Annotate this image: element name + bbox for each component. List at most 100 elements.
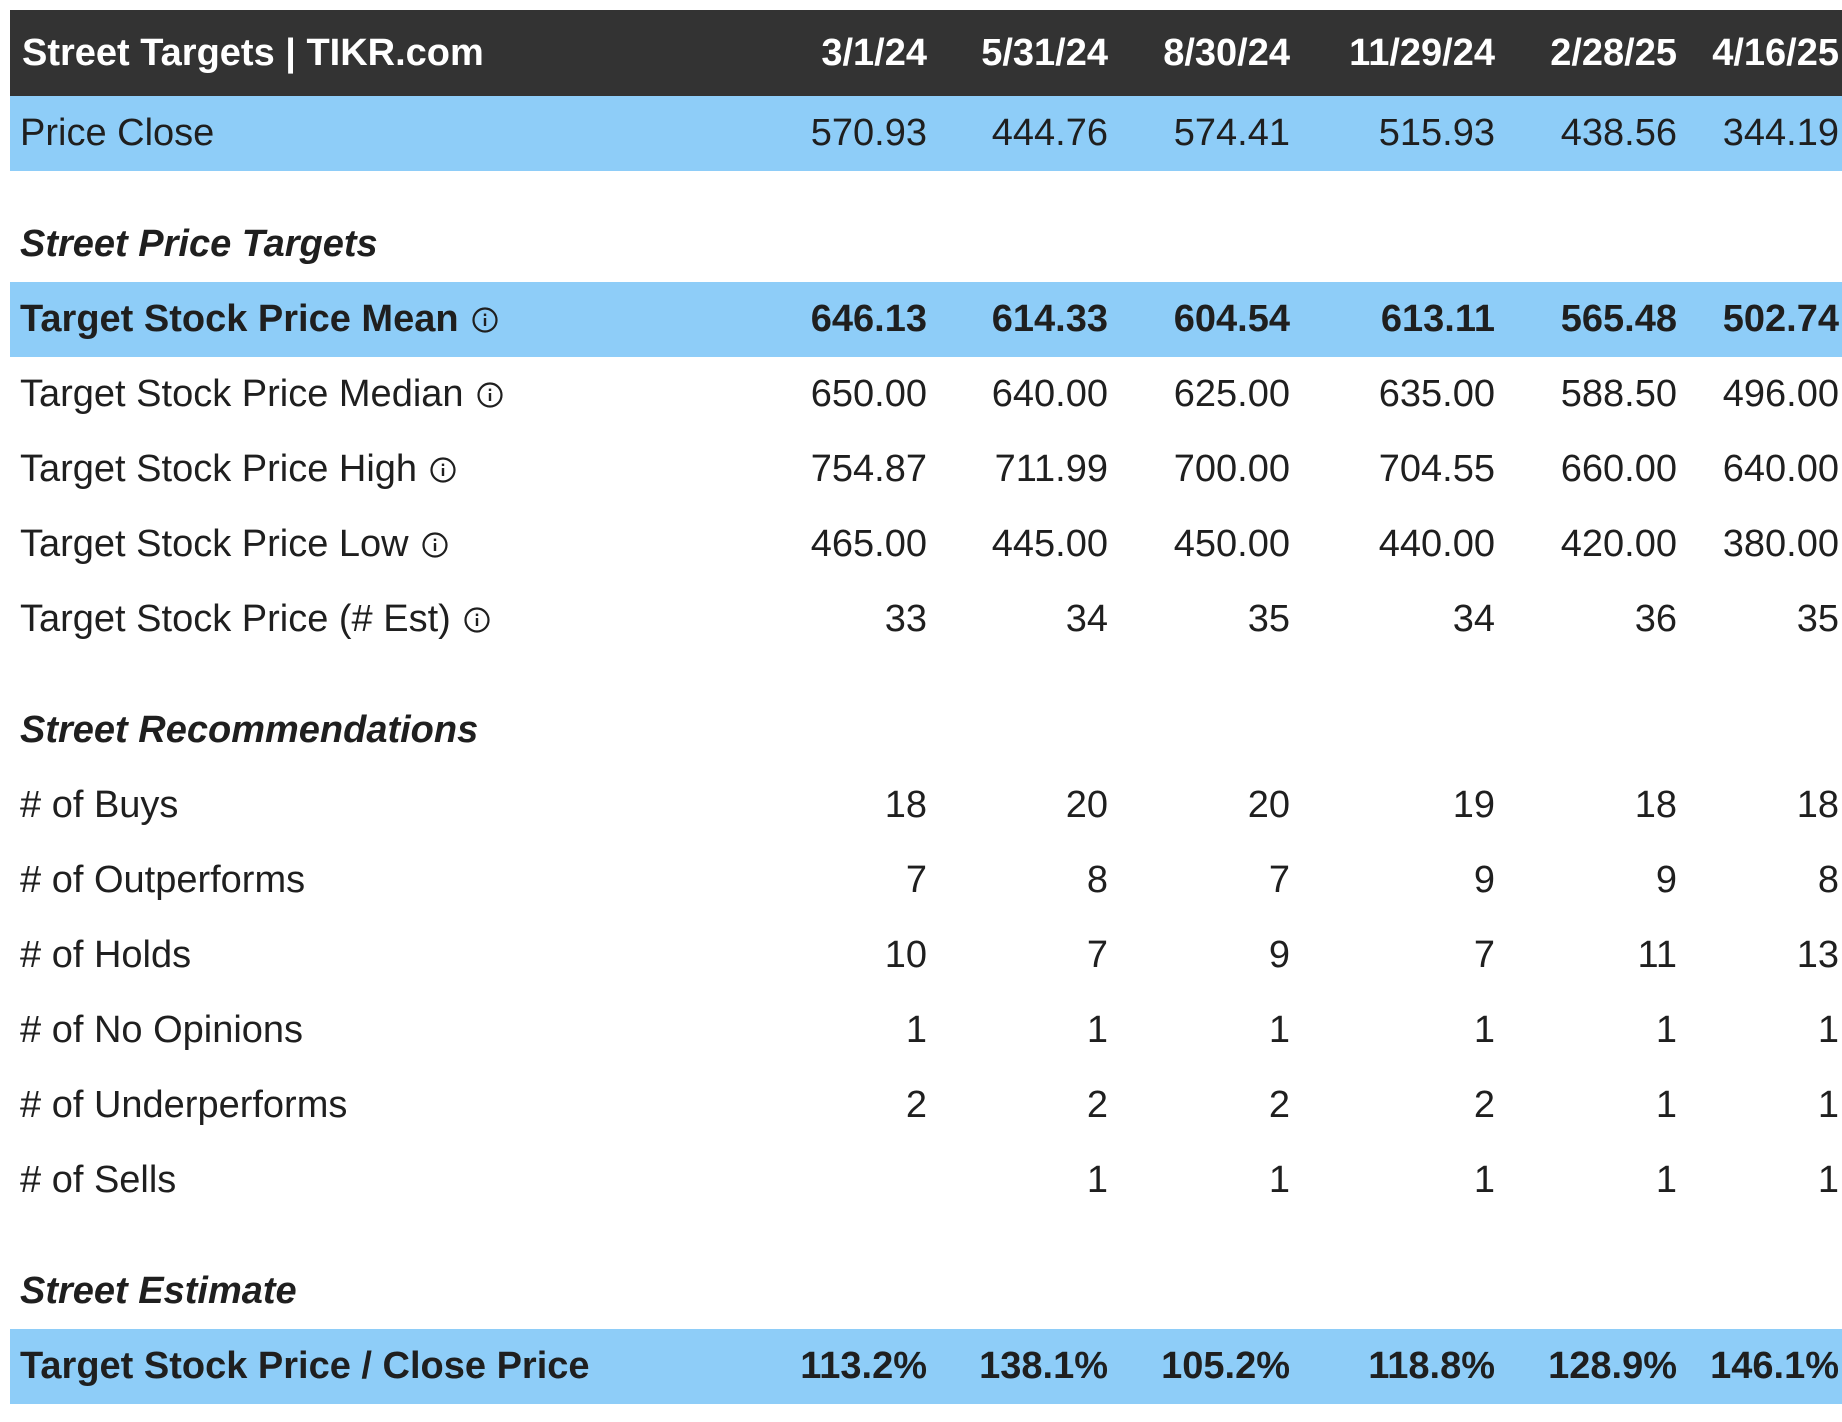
section-heading: Street Price Targets — [10, 207, 1842, 282]
table-cell: 613.11 — [1380, 298, 1495, 340]
info-circle-icon[interactable] — [429, 456, 457, 484]
date-column-header: 4/16/25 — [1712, 31, 1839, 74]
table-cell: 450.00 — [1173, 523, 1290, 565]
table-cell: 502.74 — [1722, 298, 1839, 340]
table-cell: 1 — [1817, 1084, 1839, 1126]
row-label: # of Holds — [20, 934, 192, 976]
table-cell: 2 — [905, 1084, 927, 1126]
table-cell: 2 — [1473, 1084, 1495, 1126]
table-cell: 1 — [1655, 1159, 1677, 1201]
table-cell: 18 — [1634, 784, 1677, 826]
table-cell: 113.2% — [800, 1345, 927, 1387]
info-circle-icon[interactable] — [463, 606, 491, 634]
table-cell: 138.1% — [979, 1345, 1108, 1387]
table-cell: 700.00 — [1173, 448, 1290, 490]
date-column-header: 2/28/25 — [1550, 31, 1677, 74]
target-to-close-row: Target Stock Price / Close Price 113.2% … — [10, 1329, 1842, 1404]
table-cell: 10 — [884, 934, 927, 976]
table-cell: 19 — [1452, 784, 1495, 826]
table-cell: 445.00 — [991, 523, 1108, 565]
table-cell: 105.2% — [1161, 1345, 1290, 1387]
info-circle-icon[interactable] — [476, 381, 504, 409]
row-label: # of Underperforms — [20, 1084, 348, 1126]
table-cell: 614.33 — [991, 298, 1108, 340]
table-cell: 146.1% — [1710, 1345, 1839, 1387]
row-label: Target Stock Price High — [20, 448, 418, 490]
date-column-header: 5/31/24 — [981, 31, 1108, 74]
table-cell: 640.00 — [991, 373, 1108, 415]
table-cell: 9 — [1473, 859, 1495, 901]
target-mean-row: Target Stock Price Mean 646.13 614.33 60… — [10, 282, 1842, 357]
target-median-row: Target Stock Price Median 650.00 640.00 … — [10, 357, 1842, 432]
target-low-row: Target Stock Price Low 465.00 445.00 450… — [10, 507, 1842, 582]
row-label: # of No Opinions — [20, 1009, 304, 1051]
table-cell: 380.00 — [1722, 523, 1839, 565]
section-spacer — [10, 657, 1842, 693]
table-cell: 2 — [1268, 1084, 1290, 1126]
table-cell: 36 — [1634, 598, 1677, 640]
row-label-wrap: Target Stock Price Low — [20, 523, 449, 566]
street-targets-table: Street Targets | TIKR.com 3/1/24 5/31/24… — [10, 10, 1842, 1404]
table-cell: 11 — [1637, 934, 1677, 976]
row-label-wrap: Target Stock Price Median — [20, 373, 504, 416]
table-cell: 7 — [1086, 934, 1108, 976]
table-cell: 7 — [905, 859, 927, 901]
row-label-wrap: Target Stock Price High — [20, 448, 457, 491]
row-label: Target Stock Price Median — [20, 373, 464, 415]
row-label-wrap: Target Stock Price Mean — [20, 298, 499, 341]
section-title: Street Price Targets — [20, 223, 378, 265]
table-cell: 18 — [1796, 784, 1839, 826]
table-cell: 9 — [1655, 859, 1677, 901]
row-label: # of Buys — [20, 784, 179, 826]
row-label: # of Sells — [20, 1159, 177, 1201]
no-opinions-row: # of No Opinions 1 1 1 1 1 1 — [10, 993, 1842, 1068]
target-high-row: Target Stock Price High 754.87 711.99 70… — [10, 432, 1842, 507]
table-cell: 565.48 — [1560, 298, 1677, 340]
section-title: Street Estimate — [20, 1270, 297, 1312]
table-cell: 13 — [1796, 934, 1839, 976]
table-cell: 704.55 — [1378, 448, 1495, 490]
table-cell: 35 — [1796, 598, 1839, 640]
info-circle-icon[interactable] — [471, 306, 499, 334]
table-header-row: Street Targets | TIKR.com 3/1/24 5/31/24… — [10, 10, 1842, 96]
row-label: Price Close — [20, 112, 215, 154]
table-cell: 8 — [1086, 859, 1108, 901]
date-column-header: 11/29/24 — [1349, 31, 1495, 74]
buys-row: # of Buys 18 20 20 19 18 18 — [10, 768, 1842, 843]
row-label-wrap: Target Stock Price (# Est) — [20, 598, 491, 641]
table-cell: 1 — [1268, 1009, 1290, 1051]
table-cell: 440.00 — [1378, 523, 1495, 565]
table-cell: 118.8% — [1368, 1345, 1495, 1387]
price-close-row: Price Close 570.93 444.76 574.41 515.93 … — [10, 96, 1842, 171]
table-cell: 128.9% — [1548, 1345, 1677, 1387]
table-cell: 20 — [1247, 784, 1290, 826]
table-cell: 444.76 — [991, 112, 1108, 154]
date-column-header: 8/30/24 — [1163, 31, 1290, 74]
outperforms-row: # of Outperforms 7 8 7 9 9 8 — [10, 843, 1842, 918]
table-cell: 34 — [1065, 598, 1108, 640]
row-label: Target Stock Price Low — [20, 523, 409, 565]
table-cell: 646.13 — [810, 298, 927, 340]
table-cell: 1 — [1086, 1009, 1108, 1051]
table-cell: 496.00 — [1722, 373, 1839, 415]
table-cell: 625.00 — [1173, 373, 1290, 415]
target-est-count-row: Target Stock Price (# Est) 33 34 35 34 3… — [10, 582, 1842, 657]
table-cell: 7 — [1473, 934, 1495, 976]
info-circle-icon[interactable] — [421, 531, 449, 559]
underperforms-row: # of Underperforms 2 2 2 2 1 1 — [10, 1068, 1842, 1143]
section-spacer — [10, 1218, 1842, 1254]
table-cell: 515.93 — [1378, 112, 1495, 154]
table-cell: 1 — [1817, 1009, 1839, 1051]
table-cell: 650.00 — [810, 373, 927, 415]
table-cell: 604.54 — [1173, 298, 1290, 340]
table-cell: 574.41 — [1173, 112, 1290, 154]
section-spacer — [10, 171, 1842, 207]
table-cell: 465.00 — [810, 523, 927, 565]
table-cell: 7 — [1268, 859, 1290, 901]
table-cell: 1 — [1655, 1009, 1677, 1051]
table-cell: 711.99 — [994, 448, 1108, 490]
table-cell: 2 — [1086, 1084, 1108, 1126]
table-cell: 1 — [1086, 1159, 1108, 1201]
table-cell: 1 — [905, 1009, 927, 1051]
table-cell: 20 — [1065, 784, 1108, 826]
